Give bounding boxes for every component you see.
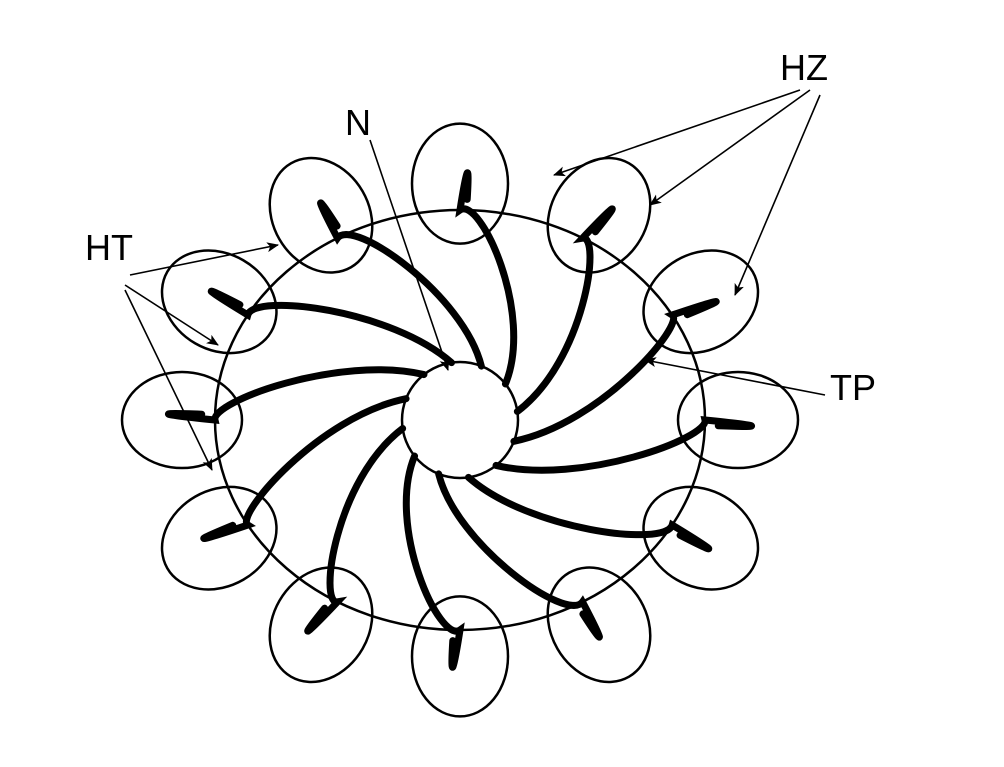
technical-diagram: N HZ HT TP — [0, 0, 1004, 767]
outer-heater — [527, 139, 670, 291]
leader-arrow — [645, 360, 825, 395]
outer-heater — [143, 467, 295, 610]
heating-tube — [514, 301, 716, 441]
heating-tube — [308, 429, 403, 632]
heating-tube — [204, 399, 406, 539]
leader-lines — [125, 90, 825, 470]
label-tp: TP — [830, 367, 876, 408]
turntable-disc — [215, 210, 705, 630]
outer-heater — [527, 549, 670, 701]
outer-heater — [249, 139, 392, 291]
label-hz: HZ — [780, 47, 828, 88]
label-n: N — [345, 102, 371, 143]
outer-heater — [122, 372, 242, 468]
heating-tube — [321, 203, 482, 366]
label-ht: HT — [85, 227, 133, 268]
leader-arrow — [650, 90, 810, 205]
leader-arrow — [735, 95, 820, 295]
outer-heater — [412, 124, 508, 244]
heating-tube — [211, 291, 451, 362]
leader-arrow — [125, 285, 218, 345]
outer-heater — [412, 596, 508, 716]
outer-heater — [143, 230, 295, 373]
heating-tube-group — [168, 173, 751, 667]
heating-tube — [439, 474, 600, 637]
leader-arrow — [554, 90, 800, 175]
hub-circle — [402, 362, 518, 478]
outer-heater — [625, 467, 777, 610]
heating-tube — [517, 209, 612, 412]
outer-heater — [249, 549, 392, 701]
heating-tube — [469, 477, 709, 548]
